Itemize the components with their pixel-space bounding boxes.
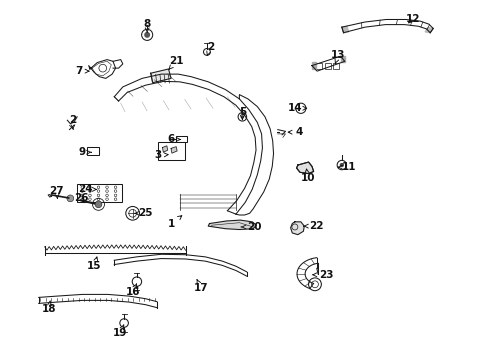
- Text: 15: 15: [87, 257, 102, 271]
- Text: 2: 2: [69, 115, 76, 129]
- Text: 18: 18: [41, 301, 56, 314]
- Bar: [316, 63, 322, 69]
- Text: 11: 11: [338, 162, 356, 172]
- Text: 19: 19: [112, 325, 127, 338]
- Polygon shape: [340, 56, 345, 62]
- Polygon shape: [296, 162, 313, 174]
- Bar: [86, 147, 99, 155]
- Text: 2: 2: [206, 42, 214, 55]
- Polygon shape: [208, 220, 256, 230]
- Text: 23: 23: [312, 270, 333, 280]
- Text: 3: 3: [154, 150, 168, 160]
- Text: 7: 7: [75, 66, 89, 76]
- Text: 8: 8: [143, 19, 150, 32]
- Polygon shape: [290, 222, 304, 235]
- Polygon shape: [162, 146, 167, 152]
- Bar: [158, 141, 184, 159]
- Bar: [77, 184, 122, 202]
- Circle shape: [240, 115, 244, 118]
- Text: 1: 1: [168, 216, 182, 229]
- Polygon shape: [424, 28, 432, 33]
- Text: 9: 9: [79, 147, 91, 157]
- Text: 6: 6: [167, 134, 180, 144]
- Text: 27: 27: [49, 186, 64, 199]
- Text: 10: 10: [300, 169, 314, 183]
- Circle shape: [339, 163, 343, 167]
- Text: 13: 13: [330, 50, 345, 63]
- Text: 26: 26: [74, 193, 88, 203]
- Text: 12: 12: [405, 14, 420, 24]
- Polygon shape: [341, 26, 348, 33]
- Circle shape: [67, 195, 74, 202]
- Text: 21: 21: [168, 56, 183, 69]
- Polygon shape: [150, 69, 171, 83]
- Text: 4: 4: [287, 127, 302, 137]
- Circle shape: [144, 32, 150, 38]
- Text: 16: 16: [125, 284, 140, 297]
- Text: 14: 14: [287, 103, 306, 113]
- Bar: [176, 136, 186, 141]
- Bar: [333, 63, 339, 69]
- Polygon shape: [171, 147, 177, 153]
- Polygon shape: [311, 62, 316, 69]
- Text: 22: 22: [303, 221, 323, 231]
- Text: 20: 20: [241, 222, 261, 232]
- Text: 5: 5: [238, 107, 245, 120]
- Text: 25: 25: [135, 208, 152, 218]
- Bar: [324, 63, 330, 69]
- Text: 24: 24: [78, 184, 96, 194]
- Circle shape: [95, 201, 102, 208]
- Text: 17: 17: [193, 280, 208, 293]
